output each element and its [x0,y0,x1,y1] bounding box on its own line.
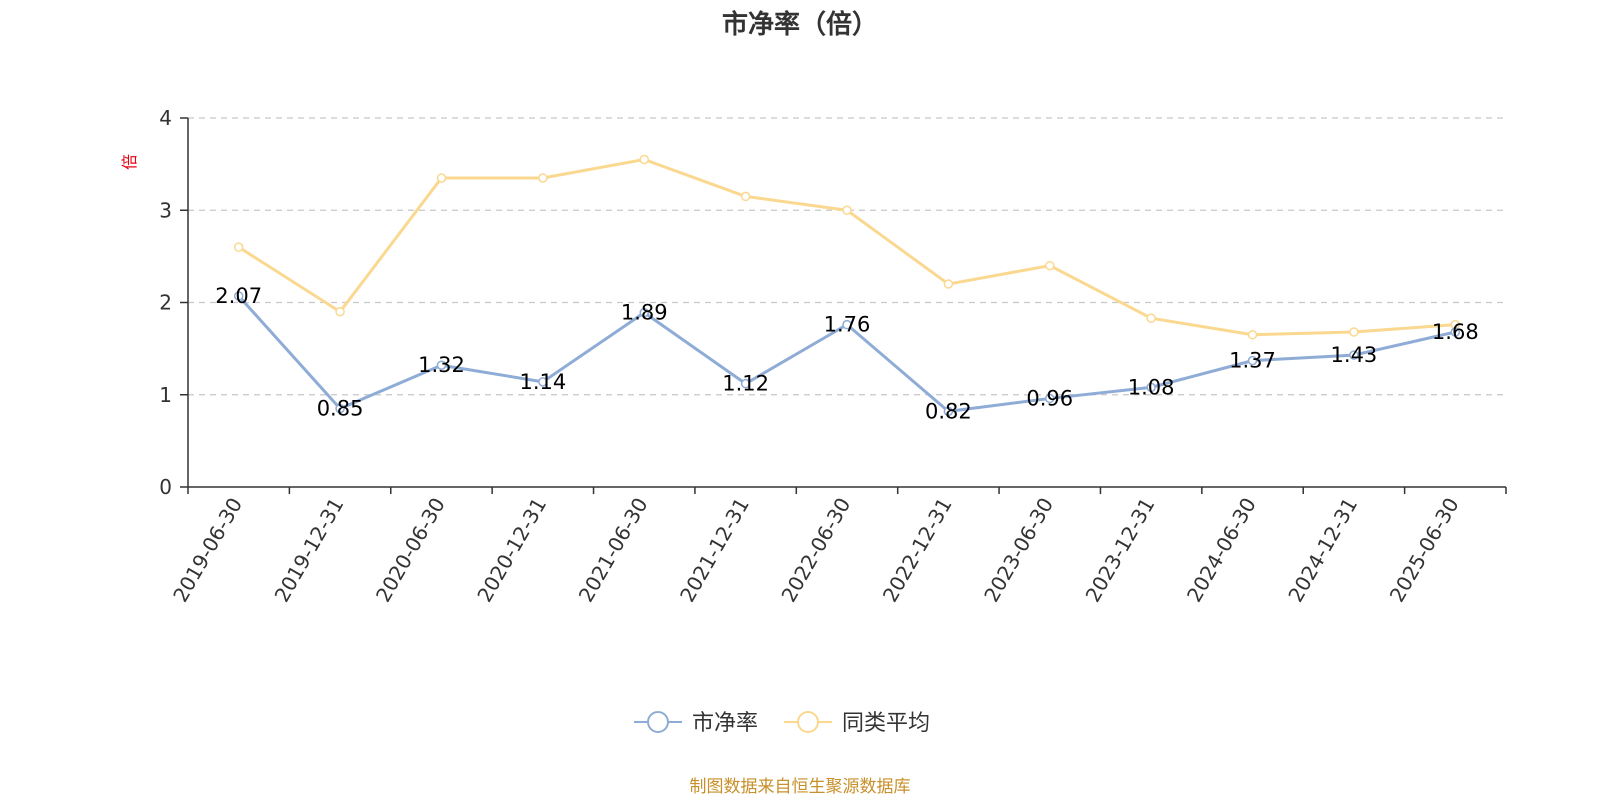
y-tick-label: 0 [159,475,172,499]
data-point [1146,313,1156,323]
x-tick-label: 2024-06-30 [1182,494,1261,607]
data-label: 0.82 [925,399,972,423]
data-point [335,306,345,317]
chart-title: 市净率（倍） [722,9,878,40]
x-tick-label: 2023-12-31 [1081,494,1160,607]
x-tick-label: 2022-12-31 [878,494,957,607]
data-point [1349,350,1359,360]
data-point [335,403,345,414]
data-point [943,406,954,417]
data-point [1450,327,1461,337]
data-point [1045,260,1055,271]
data-labels: 2.07 0.85 1.32 1.14 1.89 1.12 1.76 0.82 0.96 1.08… [215,284,1478,423]
y-tick-label: 1 [159,383,172,407]
legend-label: 市净率 [692,711,758,736]
data-label: 1.43 [1331,343,1378,367]
source-footer: 制图数据来自恒生聚源数据库 [690,777,911,797]
data-label: 1.68 [1432,320,1479,344]
data-point [1045,393,1055,404]
data-point [538,173,548,183]
data-label: 1.12 [722,372,769,396]
data-label: 1.14 [519,370,566,394]
legend: 市净率 同类平均 [634,711,930,736]
legend-label: 同类平均 [842,711,930,736]
data-point [436,360,447,370]
data-point [538,377,548,387]
data-point [639,307,649,318]
axes: 0 1 2 3 4 2019-06-30 2019-12-31 2020-06-30 2020-… [159,106,1507,607]
x-tick-label: 2025-06-30 [1385,494,1464,607]
x-tick-label: 2021-06-30 [574,494,653,607]
data-point [233,242,244,252]
data-point [740,191,751,202]
data-point [436,173,447,183]
data-point [233,291,244,301]
series-line [237,158,1456,337]
legend-marker [647,711,669,733]
data-point [1349,327,1359,337]
x-tick-label: 2019-12-31 [270,494,349,607]
data-label: 2.07 [215,284,262,308]
y-tick-label: 3 [159,198,172,222]
data-point [943,279,954,289]
data-label: 1.89 [621,301,668,325]
y-tick-label: 2 [159,291,172,315]
x-tick-label: 2024-12-31 [1283,494,1362,607]
data-point [639,154,649,165]
legend-item: 同类平均 [784,711,930,736]
data-point [1247,355,1258,366]
x-tick-label: 2020-06-30 [371,494,450,607]
x-tick-label: 2021-12-31 [675,494,754,607]
data-label: 0.85 [317,397,364,421]
data-point [740,378,751,389]
series-layer [233,154,1461,417]
y-axis-label: 倍 [120,154,139,170]
data-point [1146,382,1156,393]
data-label: 0.96 [1026,386,1073,410]
legend-marker [797,711,819,733]
data-label: 1.76 [824,313,871,337]
data-point [842,205,852,215]
data-label: 1.08 [1128,375,1175,399]
data-label: 1.37 [1229,349,1276,373]
x-tick-label: 2019-06-30 [168,494,247,607]
x-tick-label: 2022-06-30 [776,494,855,607]
legend-item: 市净率 [634,711,758,736]
x-tick-label: 2023-06-30 [979,494,1058,607]
data-point [1247,330,1258,340]
x-tick-label: 2020-12-31 [472,494,551,607]
data-point [842,319,852,330]
data-label: 1.32 [418,353,465,377]
gridlines [188,117,1506,396]
y-tick-label: 4 [159,106,172,130]
